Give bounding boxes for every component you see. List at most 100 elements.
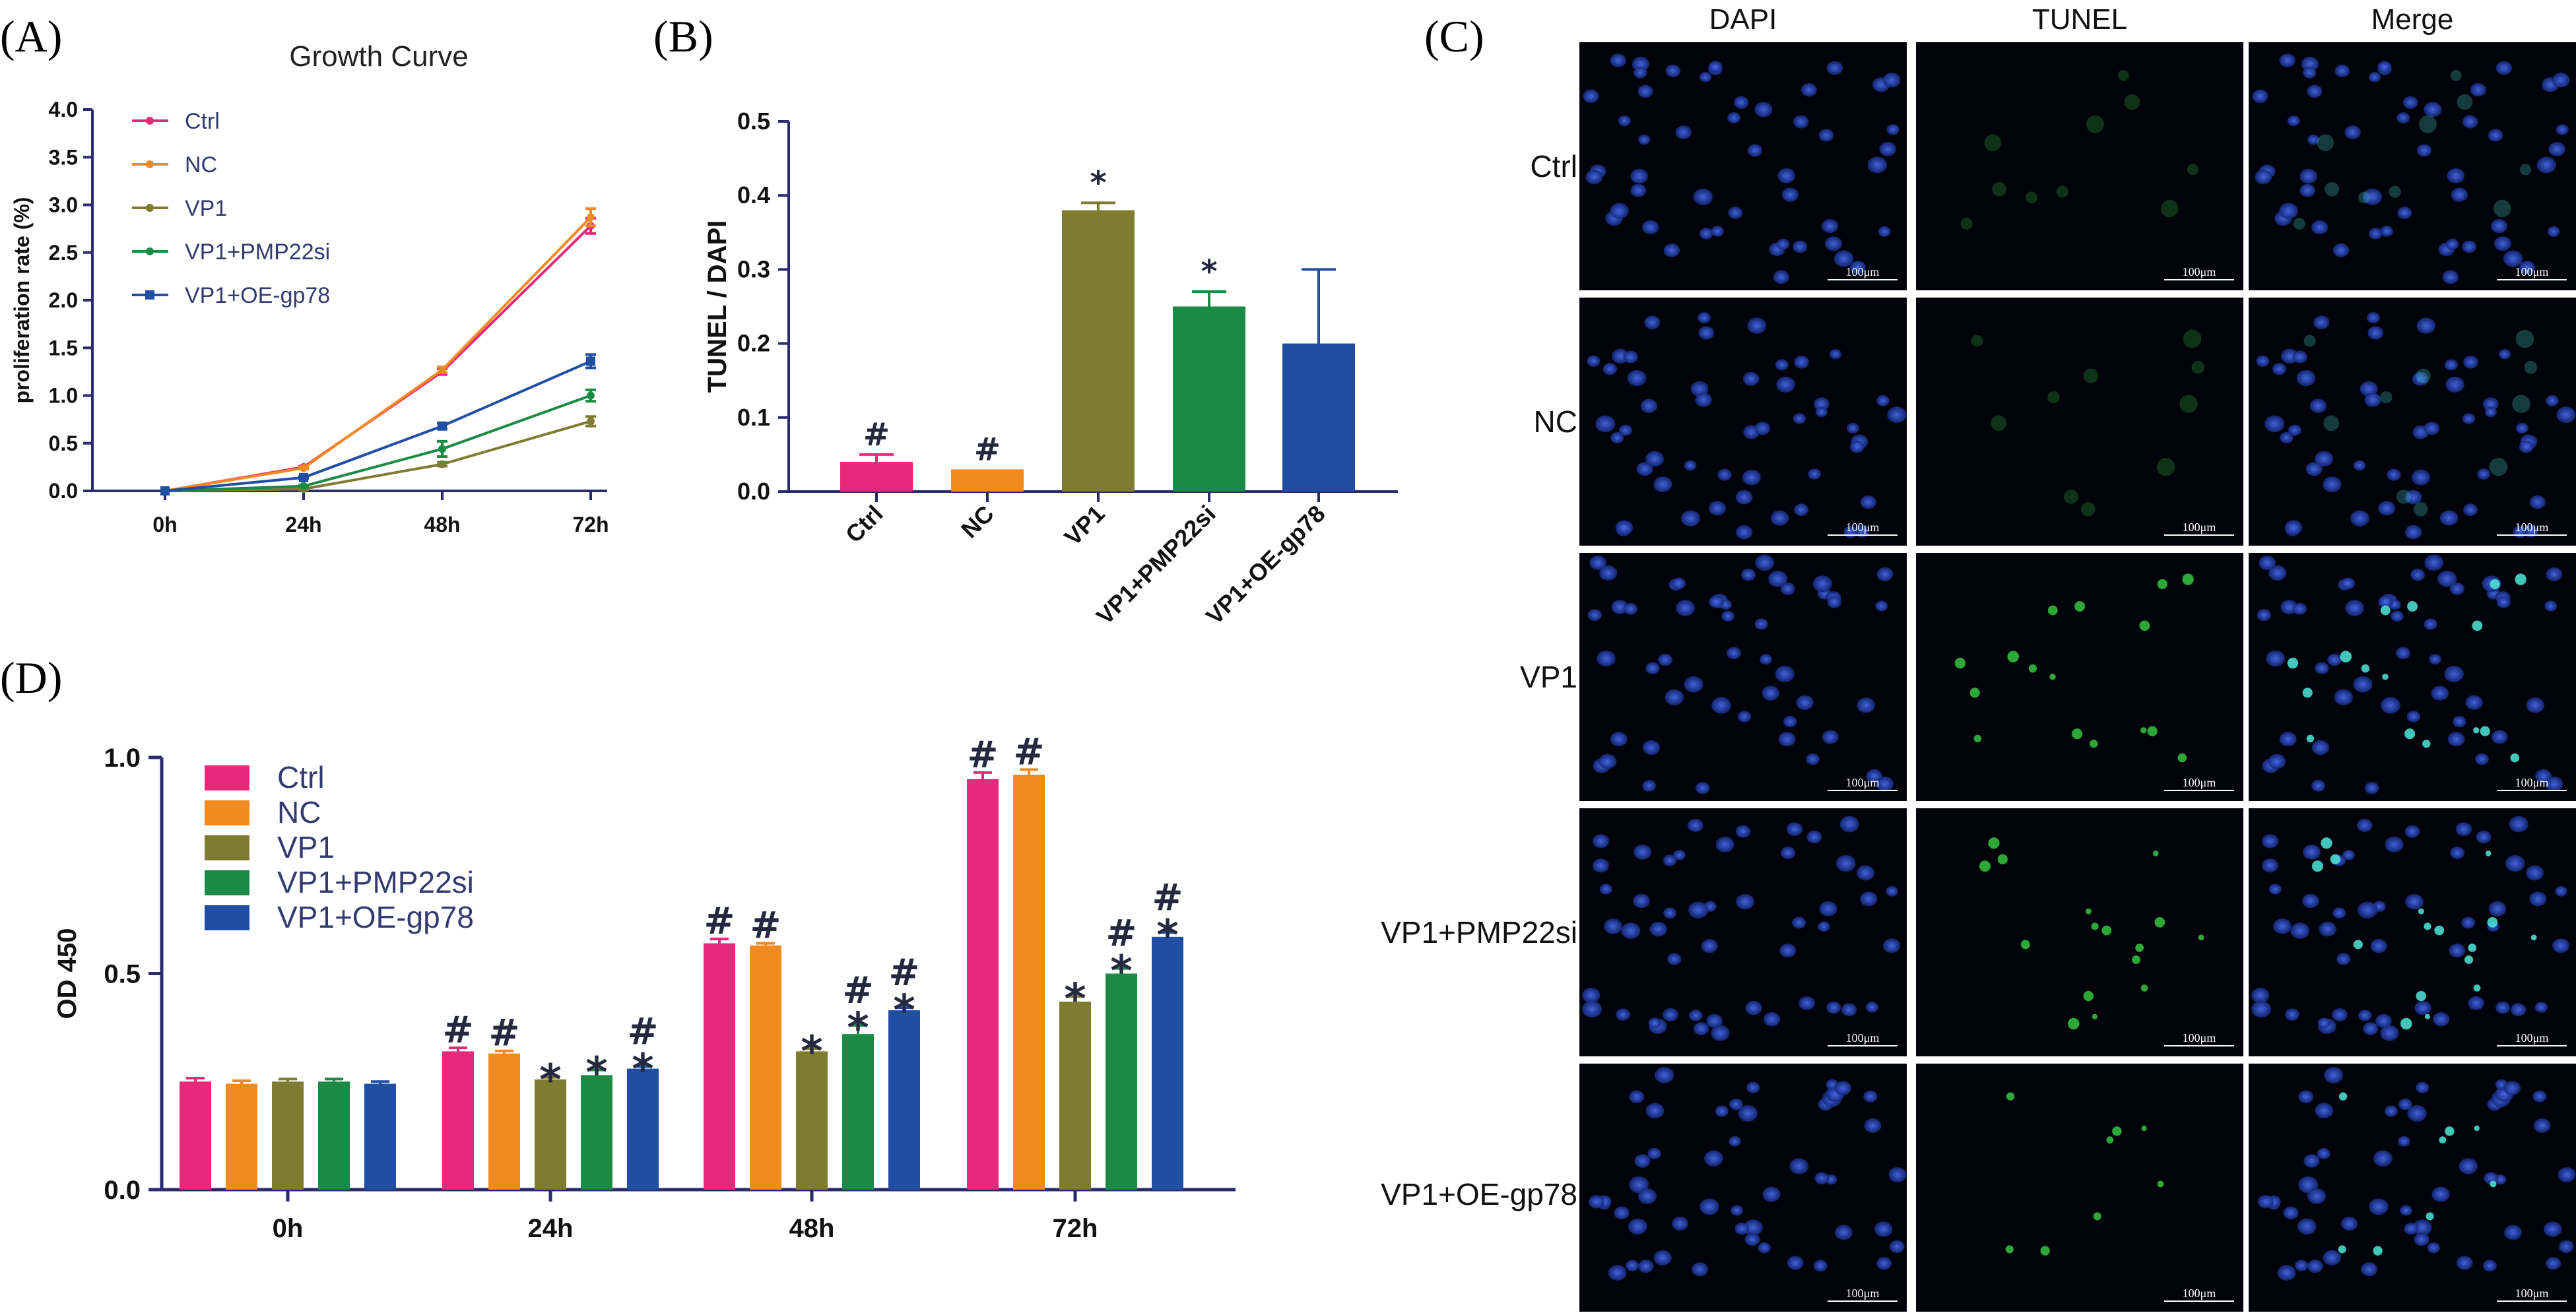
c-nucleus	[1793, 115, 1809, 129]
d-star-significance-marker: *	[1110, 947, 1132, 996]
c-tunel-signal	[1992, 181, 2007, 197]
c-nucleus	[1644, 315, 1661, 329]
b-bar-vp1-pmp22si	[1173, 306, 1245, 492]
c-column-header-tunel: TUNEL	[2032, 3, 2127, 36]
c-tunel-signal	[2474, 1125, 2480, 1132]
c-nucleus	[1599, 883, 1612, 895]
c-nucleus	[2424, 618, 2437, 630]
c-nucleus	[1602, 363, 1618, 375]
c-nucleus	[1815, 406, 1828, 418]
a-y-tick-label: 0.0	[49, 479, 78, 503]
a-y-tick-label: 1.0	[49, 384, 78, 408]
c-nucleus	[2305, 462, 2323, 476]
c-micrograph-merge-ctrl: 100μm	[2249, 42, 2576, 290]
c-nucleus	[2280, 432, 2294, 444]
d-bar-vp1-oe-gp78	[364, 1083, 396, 1190]
a-data-point-vp1-pmp22si	[300, 482, 308, 490]
c-nucleus	[1642, 780, 1657, 792]
c-nucleus	[1783, 716, 1797, 728]
c-nucleus	[1587, 609, 1602, 622]
c-tunel-signal	[2457, 94, 2473, 110]
c-tunel-signal	[2473, 727, 2480, 734]
c-tunel-signal	[2468, 944, 2477, 952]
c-nucleus	[1849, 440, 1865, 453]
c-nucleus	[1731, 1205, 1743, 1216]
c-tunel-signal	[2177, 753, 2187, 763]
d-star-significance-marker: *	[847, 1004, 869, 1053]
c-nucleus	[2323, 1250, 2341, 1266]
c-tunel-signal	[2157, 579, 2167, 589]
c-nucleus	[1634, 844, 1651, 860]
d-y-tick-label: 1.0	[104, 744, 141, 773]
c-nucleus	[1735, 525, 1753, 540]
c-nucleus	[1876, 395, 1890, 406]
c-scale-bar-label: 100μm	[1846, 265, 1880, 278]
c-nucleus	[1649, 921, 1667, 937]
c-tunel-signal	[2515, 329, 2534, 348]
d-legend-label-vp1-pmp22si: VP1+PMP22si	[277, 865, 474, 899]
c-nucleus	[2362, 188, 2383, 205]
c-nucleus	[1846, 422, 1859, 433]
c-tunel-signal	[2489, 457, 2508, 476]
c-nucleus	[2356, 818, 2373, 832]
c-nucleus	[1637, 1260, 1654, 1273]
a-legend-marker	[146, 160, 154, 168]
c-tunel-signal	[2293, 217, 2305, 230]
c-nucleus	[2353, 460, 2366, 471]
a-legend-label-vp1-pmp22si: VP1+PMP22si	[185, 240, 330, 265]
c-nucleus	[1876, 567, 1894, 581]
c-nucleus	[2505, 854, 2525, 872]
c-tunel-signal	[2072, 728, 2083, 740]
c-nucleus	[1867, 156, 1887, 174]
c-nucleus	[1711, 226, 1724, 237]
c-micrograph-background	[1579, 42, 1907, 290]
c-nucleus	[2350, 510, 2369, 527]
c-nucleus	[2315, 662, 2329, 674]
a-x-tick-label: 72h	[572, 513, 609, 536]
c-nucleus	[2384, 1105, 2398, 1117]
a-data-point-vp1	[587, 417, 595, 426]
d-legend-swatch-vp1	[205, 835, 249, 860]
c-nucleus	[2364, 782, 2379, 794]
c-tunel-signal	[2338, 1245, 2346, 1254]
c-nucleus	[2251, 1000, 2272, 1018]
c-nucleus	[1610, 732, 1628, 747]
c-nucleus	[2296, 369, 2316, 387]
c-nucleus	[2323, 476, 2342, 492]
c-nucleus	[2444, 665, 2464, 682]
c-nucleus	[2416, 1081, 2429, 1093]
c-tunel-signal	[1988, 837, 2000, 849]
c-nucleus	[1781, 187, 1799, 202]
c-tunel-signal	[2445, 1126, 2455, 1136]
c-nucleus	[1593, 858, 1609, 873]
a-y-tick-label: 3.5	[49, 145, 78, 169]
b-x-tick-label-vp1: VP1	[1059, 500, 1110, 551]
panel-c-label: (C)	[1424, 11, 1484, 61]
c-nucleus	[1653, 1250, 1672, 1266]
c-nucleus	[2404, 825, 2420, 838]
c-nucleus	[1876, 776, 1894, 792]
c-micrograph-dapi-vp1: 100μm	[1579, 553, 1907, 801]
a-data-point-nc	[438, 366, 446, 374]
c-nucleus	[2470, 82, 2486, 97]
a-legend-marker	[145, 290, 154, 300]
c-tunel-signal	[2416, 990, 2427, 1002]
c-nucleus	[2451, 187, 2468, 202]
a-x-tick-label: 0h	[152, 513, 177, 536]
c-tunel-signal	[2373, 1246, 2383, 1256]
b-hash-significance-marker: #	[974, 431, 1001, 468]
c-tunel-signal	[2117, 69, 2129, 81]
c-nucleus	[1806, 830, 1822, 844]
c-nucleus	[2444, 359, 2458, 371]
d-hash-significance-marker: #	[889, 951, 920, 994]
c-micrograph-background	[1916, 42, 2243, 290]
d-bar-ctrl	[180, 1081, 211, 1190]
c-scale-bar-label: 100μm	[1846, 1031, 1880, 1044]
c-tunel-signal	[1971, 335, 1983, 347]
c-nucleus	[1642, 220, 1659, 235]
c-nucleus	[2404, 1223, 2418, 1235]
d-star-significance-marker: *	[893, 986, 915, 1035]
d-bar-nc	[1013, 775, 1045, 1190]
